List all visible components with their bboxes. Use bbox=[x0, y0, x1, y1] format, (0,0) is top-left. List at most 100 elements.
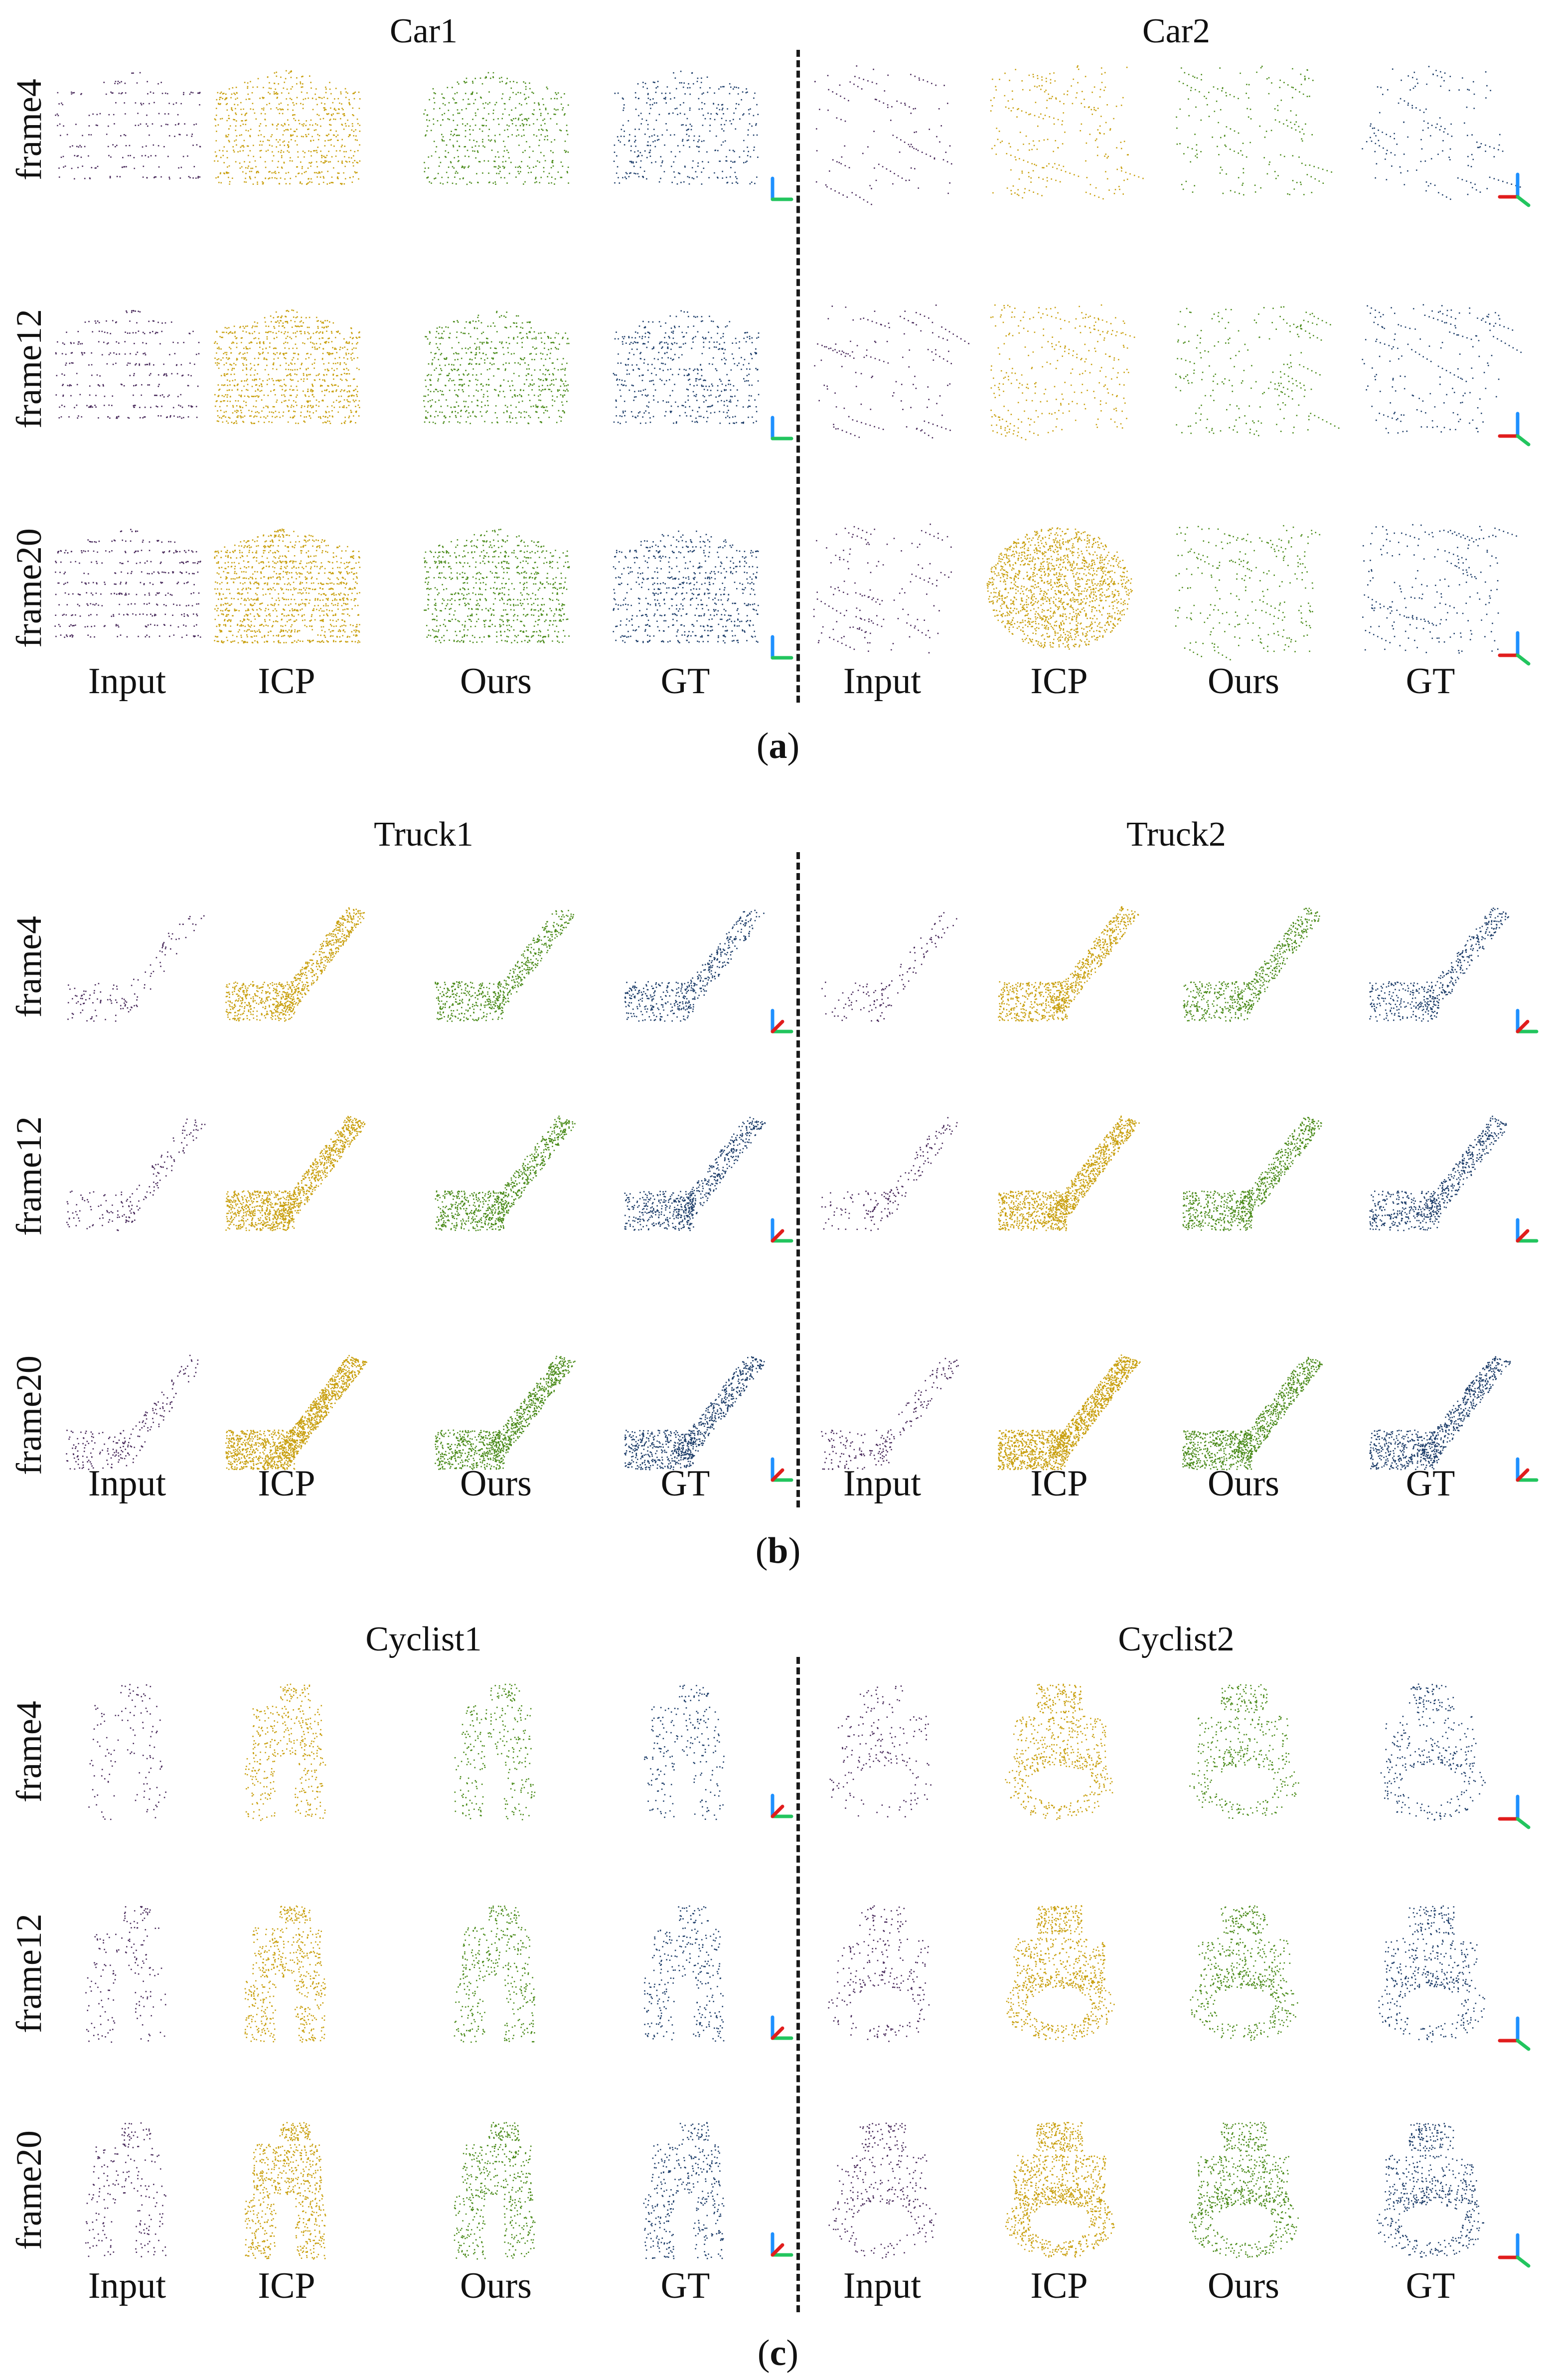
point-cloud-gt-points bbox=[1380, 1683, 1486, 1821]
point-cloud-input-points bbox=[66, 1118, 206, 1231]
point-cloud-input bbox=[55, 310, 200, 419]
point-cloud-input bbox=[66, 1118, 206, 1231]
column-label: Ours bbox=[1208, 661, 1279, 702]
point-cloud-input-points bbox=[66, 1354, 199, 1470]
point-cloud-icp bbox=[214, 528, 361, 644]
coordinate-axes-icon bbox=[771, 1793, 793, 1818]
panel-caption: (c) bbox=[757, 2333, 799, 2374]
point-cloud-gt-points bbox=[1362, 66, 1521, 200]
group-title: Cyclist1 bbox=[365, 1620, 482, 1658]
point-cloud-input-points bbox=[821, 912, 957, 1022]
point-cloud-gt-points bbox=[1362, 524, 1517, 654]
point-cloud-input bbox=[814, 65, 952, 205]
point-cloud-gt-points bbox=[1377, 2123, 1484, 2258]
row-label: frame4 bbox=[9, 1701, 49, 1802]
column-label: ICP bbox=[1030, 2265, 1088, 2306]
column-label: ICP bbox=[258, 661, 315, 702]
column-label: Ours bbox=[460, 2265, 532, 2306]
group-title: Car1 bbox=[389, 12, 458, 50]
point-cloud-icp bbox=[214, 309, 361, 425]
column-label: GT bbox=[1405, 2265, 1455, 2306]
point-cloud-gt-points bbox=[613, 70, 759, 185]
group-title: Cyclist2 bbox=[1118, 1620, 1235, 1658]
coordinate-axes-icon bbox=[771, 176, 793, 201]
column-label: ICP bbox=[1030, 661, 1088, 702]
point-cloud-gt-points bbox=[643, 2122, 725, 2259]
point-cloud-icp bbox=[998, 1354, 1141, 1471]
point-cloud-gt bbox=[1362, 524, 1517, 654]
point-cloud-gt-points bbox=[624, 1117, 766, 1231]
point-cloud-ours-points bbox=[1183, 907, 1320, 1022]
coordinate-axes-icon-line-2 bbox=[771, 2243, 784, 2257]
point-cloud-icp-points bbox=[1005, 1683, 1113, 1820]
point-cloud-input bbox=[88, 1684, 166, 1820]
row-label: frame20 bbox=[9, 2130, 49, 2250]
point-cloud-gt-points bbox=[624, 909, 765, 1022]
point-cloud-input-points bbox=[829, 1685, 932, 1817]
point-cloud-ours bbox=[423, 310, 570, 425]
point-cloud-icp-points bbox=[998, 906, 1139, 1022]
point-cloud-gt bbox=[624, 1117, 766, 1231]
point-cloud-icp bbox=[245, 1683, 326, 1821]
point-cloud-input-points bbox=[821, 1357, 959, 1470]
column-label: Ours bbox=[1208, 2265, 1279, 2306]
point-cloud-gt bbox=[613, 310, 760, 425]
point-cloud-gt-points bbox=[624, 1356, 765, 1471]
point-cloud-icp-points bbox=[1005, 2122, 1115, 2258]
point-cloud-ours bbox=[1175, 306, 1340, 437]
coordinate-axes-icon-line-2 bbox=[1516, 1020, 1530, 1034]
point-cloud-ours bbox=[1189, 2122, 1299, 2258]
point-cloud-input-points bbox=[85, 1906, 166, 2043]
point-cloud-input bbox=[85, 2122, 166, 2257]
point-cloud-icp-points bbox=[214, 528, 361, 644]
point-cloud-icp bbox=[986, 527, 1133, 650]
panel-caption: (b) bbox=[755, 1530, 801, 1571]
point-cloud-gt bbox=[624, 909, 765, 1022]
point-cloud-gt bbox=[1369, 1356, 1511, 1471]
point-cloud-input-points bbox=[828, 1905, 930, 2042]
point-cloud-ours bbox=[454, 2122, 536, 2260]
column-label: Input bbox=[843, 2265, 922, 2306]
point-cloud-gt bbox=[1378, 1905, 1485, 2043]
point-cloud-input bbox=[829, 1685, 932, 1817]
point-cloud-input-points bbox=[814, 304, 969, 439]
column-label: Ours bbox=[1208, 1463, 1279, 1504]
point-cloud-input-points bbox=[821, 1117, 958, 1231]
column-label: ICP bbox=[1030, 1463, 1088, 1504]
column-label: GT bbox=[1405, 661, 1455, 702]
point-cloud-ours bbox=[1182, 1356, 1323, 1471]
coordinate-axes-icon-line-2 bbox=[771, 1468, 784, 1482]
row-label: frame4 bbox=[9, 79, 49, 180]
point-cloud-input bbox=[828, 1905, 930, 2042]
point-cloud-gt-points bbox=[613, 310, 760, 425]
point-cloud-ours-points bbox=[454, 2122, 536, 2260]
point-cloud-input-points bbox=[813, 523, 952, 654]
point-cloud-ours bbox=[454, 1906, 535, 2043]
point-cloud-icp bbox=[244, 1905, 326, 2043]
point-cloud-gt-points bbox=[1378, 1905, 1485, 2043]
point-cloud-gt bbox=[643, 2122, 725, 2259]
point-cloud-ours-points bbox=[454, 1906, 535, 2043]
point-cloud-input bbox=[813, 523, 952, 654]
coordinate-axes-icon bbox=[771, 1218, 793, 1243]
coordinate-axes-icon-line-2 bbox=[771, 2026, 784, 2040]
coordinate-axes-icon bbox=[771, 1009, 793, 1034]
point-cloud-input bbox=[54, 529, 201, 638]
point-cloud-icp bbox=[225, 1116, 366, 1231]
point-cloud-input bbox=[821, 1357, 959, 1470]
point-cloud-ours bbox=[1189, 1684, 1299, 1819]
point-cloud-ours-points bbox=[1175, 306, 1340, 437]
coordinate-axes-icon bbox=[1498, 2233, 1531, 2268]
point-cloud-icp-points bbox=[990, 304, 1135, 441]
point-cloud-icp-points bbox=[214, 70, 361, 185]
point-cloud-gt-points bbox=[613, 530, 759, 644]
coordinate-axes-icon bbox=[1516, 1218, 1539, 1243]
column-label: GT bbox=[660, 1463, 710, 1504]
panel-caption-letter: a bbox=[769, 726, 787, 766]
point-cloud-icp bbox=[1006, 1905, 1115, 2042]
point-cloud-gt bbox=[613, 70, 759, 185]
coordinate-axes-icon-line-2 bbox=[771, 1229, 784, 1243]
column-label: Ours bbox=[460, 661, 532, 702]
point-cloud-ours-points bbox=[1189, 1684, 1299, 1819]
